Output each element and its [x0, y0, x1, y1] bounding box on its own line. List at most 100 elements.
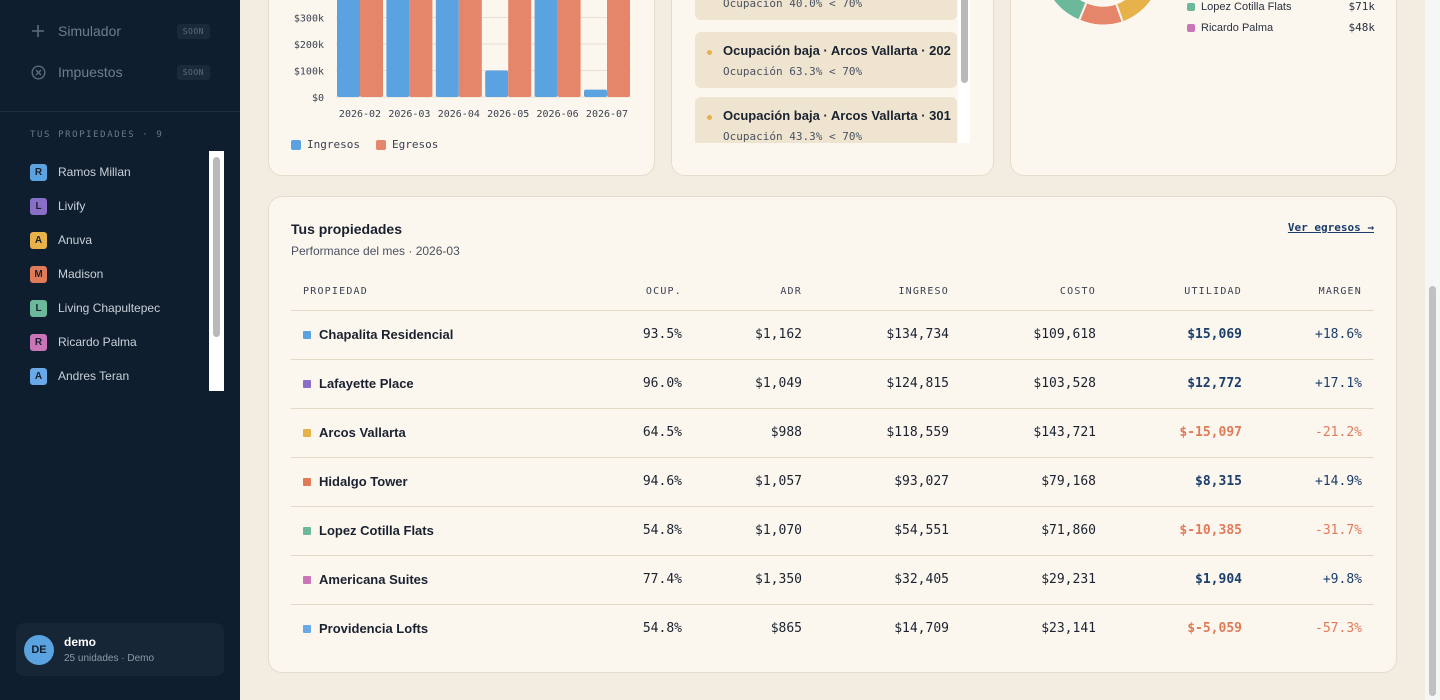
table-row[interactable]: Lopez Cotilla Flats 54.8% $1,070 $54,551 $71…	[291, 506, 1374, 556]
property-color-swatch	[303, 380, 311, 388]
nav-item-simulador[interactable]: Simulador SOON	[30, 20, 210, 42]
col-header-utilidad[interactable]: UTILIDAD	[1108, 273, 1254, 311]
bar-ingresos	[485, 70, 509, 97]
property-initial-badge: A	[30, 231, 47, 249]
cell-adr: $1,049	[694, 359, 814, 409]
sidebar-divider	[0, 111, 240, 112]
alert-subtitle: Ocupación 40.0% < 70%	[723, 0, 863, 10]
user-card[interactable]: DE demo 25 unidades · Demo	[16, 623, 224, 676]
property-name: Andres Teran	[58, 369, 130, 383]
bar-ingresos	[386, 0, 410, 97]
table-title: Tus propiedades	[291, 221, 402, 237]
alert-title: Ocupación baja · Arcos Vallarta · 202	[723, 43, 951, 58]
cell-ocup: 93.5%	[591, 310, 694, 360]
property-name: Ramos Millan	[58, 165, 131, 179]
bar-ingresos	[337, 0, 360, 97]
scrollbar-thumb[interactable]	[1429, 286, 1436, 696]
alert-subtitle: Ocupación 63.3% < 70%	[723, 65, 863, 78]
property-color-swatch	[303, 576, 311, 584]
alerts-card: Ocupación 40.0% < 70% Ocupación baja · A…	[671, 0, 994, 176]
view-expenses-link[interactable]: Ver egresos →	[1287, 221, 1374, 234]
cell-property: Providencia Lofts	[291, 604, 591, 653]
cell-adr: $865	[770, 621, 802, 637]
property-name: Hidalgo Tower	[319, 474, 408, 489]
cell-ingreso: $93,027	[814, 457, 961, 507]
sidebar-property-item[interactable]: A Andres Teran	[30, 359, 210, 393]
table-row[interactable]: Chapalita Residencial 93.5% $1,162 $134,734…	[291, 310, 1374, 360]
bar-egresos	[508, 0, 532, 97]
property-name: Madison	[58, 267, 104, 281]
cell-utilidad: $-10,385	[1108, 506, 1254, 556]
table-row[interactable]: Lafayette Place 96.0% $1,049 $124,815 $103,5…	[291, 359, 1374, 409]
col-header-costo[interactable]: COSTO	[961, 273, 1108, 311]
table-row[interactable]: Arcos Vallarta 64.5% $988 $118,559 $143,721 $…	[291, 408, 1374, 458]
sidebar-property-item[interactable]: L Living Chapultepec	[30, 291, 210, 325]
cell-costo: $143,721	[961, 408, 1108, 458]
legend-value: $71k	[1348, 0, 1376, 13]
y-tick-label: $200k	[294, 40, 324, 51]
alert-item[interactable]: Ocupación baja · Arcos Vallarta · 202 Oc…	[695, 32, 957, 88]
legend-name: Lopez Cotilla Flats	[1201, 0, 1292, 13]
bar-ingresos	[584, 89, 607, 97]
legend-label: Egresos	[391, 138, 439, 151]
properties-table-card: Tus propiedades Performance del mes · 20…	[268, 196, 1397, 673]
table-row[interactable]: Hidalgo Tower 94.6% $1,057 $93,027 $79,168 $8…	[291, 457, 1374, 507]
property-name: Livify	[58, 199, 86, 213]
col-header-margen[interactable]: MARGEN	[1254, 273, 1374, 311]
scrollbar-thumb[interactable]	[961, 0, 968, 83]
bar-ingresos	[534, 0, 558, 97]
nav-label: Simulador	[58, 23, 122, 39]
cell-adr: $1,070	[694, 506, 814, 556]
cell-ocup: 96.0%	[591, 359, 694, 409]
sidebar-property-item[interactable]: M Madison	[30, 257, 210, 291]
nav-label: Impuestos	[58, 64, 123, 80]
cell-margen: -21.2%	[1254, 408, 1374, 458]
alerts-scrollbar[interactable]	[958, 0, 970, 143]
col-header-propiedad[interactable]: PROPIEDAD	[291, 273, 591, 311]
properties-table: PROPIEDAD OCUP. ADR INGRESO COSTO UTILID…	[291, 273, 1374, 653]
sidebar-property-item[interactable]: R Ramos Millan	[30, 155, 210, 189]
table-row[interactable]: Providencia Lofts 54.8% $865 $14,709 $23,141…	[291, 604, 1374, 653]
legend-value: $48k	[1348, 21, 1376, 34]
circle-x-icon	[30, 64, 46, 80]
cell-utilidad: $12,772	[1108, 359, 1254, 409]
sidebar-scrollbar[interactable]	[209, 151, 224, 391]
nav-item-impuestos[interactable]: Impuestos SOON	[30, 61, 210, 83]
donut-legend-item: Ricardo Palma $48k	[1187, 21, 1375, 34]
cell-adr: $1,350	[694, 555, 814, 605]
property-initial-badge: R	[30, 163, 47, 181]
cell-costo: $23,141	[1041, 621, 1096, 637]
cell-ingreso: $118,559	[814, 408, 961, 458]
cell-costo: $109,618	[961, 310, 1108, 360]
cell-ingreso: $14,709	[894, 621, 949, 637]
property-name: Living Chapultepec	[58, 301, 161, 315]
scrollbar-thumb[interactable]	[213, 157, 220, 337]
sidebar-property-item[interactable]: A Anuva	[30, 223, 210, 257]
cell-adr: $1,057	[694, 457, 814, 507]
cell-property: Hidalgo Tower	[291, 457, 591, 507]
col-header-ocup[interactable]: OCUP.	[591, 273, 694, 311]
income-expense-chart-card: $0 $100k $200k $300k 2026-02 2026-03 2026-04 20…	[268, 0, 655, 176]
bar-egresos	[557, 0, 581, 97]
properties-section-title: TUS PROPIEDADES · 9	[30, 130, 164, 140]
cell-ingreso: $134,734	[814, 310, 961, 360]
sidebar-property-item[interactable]: R Ricardo Palma	[30, 325, 210, 359]
page-scrollbar[interactable]	[1425, 0, 1440, 700]
cell-ingreso: $32,405	[814, 555, 961, 605]
legend-item-ingresos: Ingresos	[291, 138, 360, 151]
table-row[interactable]: Americana Suites 77.4% $1,350 $32,405 $29,23…	[291, 555, 1374, 605]
col-header-adr[interactable]: ADR	[694, 273, 814, 311]
table-subtitle: Performance del mes · 2026-03	[291, 244, 460, 258]
property-name: Lopez Cotilla Flats	[319, 523, 434, 538]
cell-utilidad: $-5,059	[1187, 621, 1242, 637]
bar-egresos	[607, 0, 630, 97]
table-header-row: PROPIEDAD OCUP. ADR INGRESO COSTO UTILID…	[291, 273, 1374, 311]
cell-adr: $1,162	[694, 310, 814, 360]
alert-item[interactable]: Ocupación 40.0% < 70%	[695, 0, 957, 20]
cell-ocup: 64.5%	[591, 408, 694, 458]
bar-ingresos	[435, 0, 459, 97]
col-header-ingreso[interactable]: INGRESO	[814, 273, 961, 311]
sidebar-property-item[interactable]: L Livify	[30, 189, 210, 223]
warning-dot-icon	[707, 50, 712, 55]
property-name: Ricardo Palma	[58, 335, 137, 349]
